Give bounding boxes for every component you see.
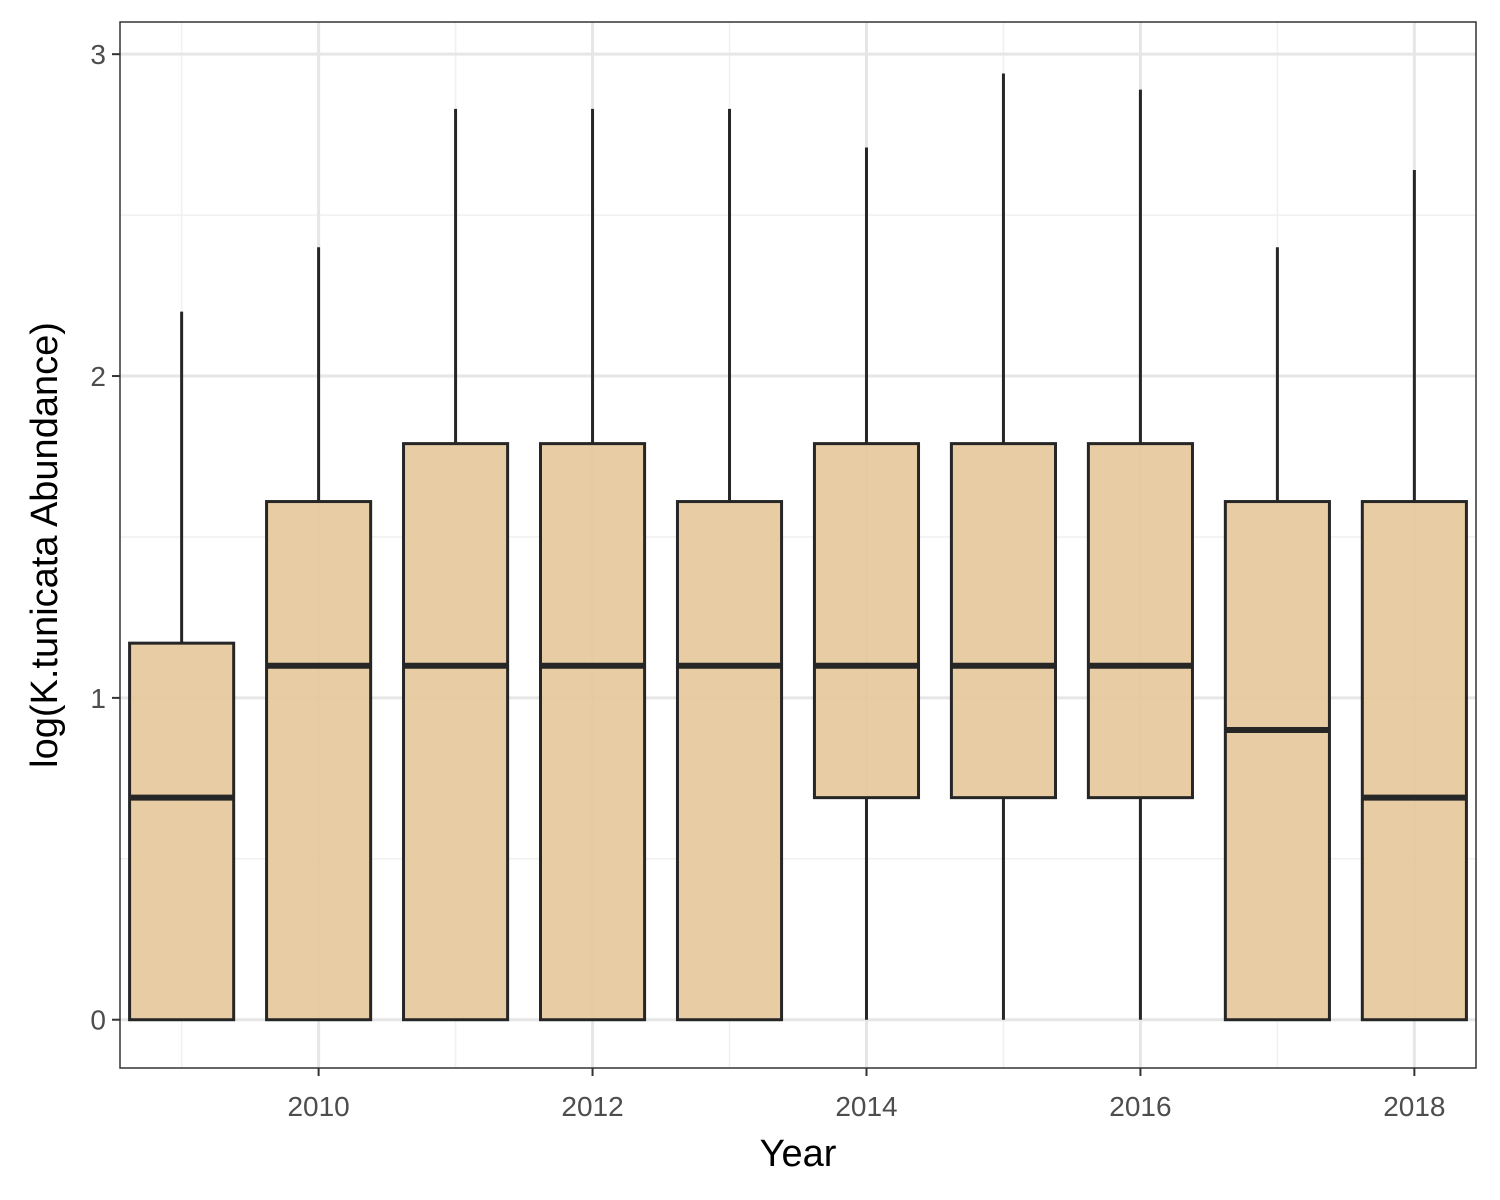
box-2014 (812, 147, 921, 1020)
box-series (128, 73, 1468, 1022)
box-iqr (1360, 500, 1468, 1022)
box-iqr (812, 442, 921, 800)
x-tick-label: 2018 (1383, 1091, 1445, 1122)
x-axis-title: Year (760, 1133, 837, 1175)
box-2009 (128, 311, 236, 1022)
y-tick-label: 3 (90, 39, 106, 70)
box-iqr (538, 442, 647, 1022)
x-tick-label: 2014 (835, 1091, 897, 1122)
box-2013 (675, 108, 784, 1022)
box-iqr (128, 641, 236, 1022)
x-tick-label: 2016 (1109, 1091, 1171, 1122)
x-tick-label: 2012 (561, 1091, 623, 1122)
box-2016 (1086, 89, 1194, 1020)
y-tick-label: 2 (90, 361, 106, 392)
y-tick-label: 0 (90, 1005, 106, 1036)
y-axis-title: log(K.tunicata Abundance) (24, 322, 66, 768)
box-2015 (949, 73, 1058, 1020)
axes: 0 1 2 3 2010 2012 2014 2016 2018 (90, 39, 1445, 1122)
box-2017 (1223, 247, 1331, 1022)
box-iqr (1223, 500, 1331, 1022)
box-iqr (949, 442, 1058, 800)
box-iqr (265, 500, 373, 1022)
x-tick-label: 2010 (287, 1091, 349, 1122)
box-2011 (402, 108, 510, 1022)
box-2010 (265, 247, 373, 1022)
y-tick-label: 1 (90, 683, 106, 714)
box-iqr (1086, 442, 1194, 800)
box-iqr (402, 442, 510, 1022)
box-iqr (675, 500, 784, 1022)
panel-border (119, 21, 1477, 1069)
box-2018 (1360, 170, 1468, 1022)
box-2012 (538, 108, 647, 1022)
